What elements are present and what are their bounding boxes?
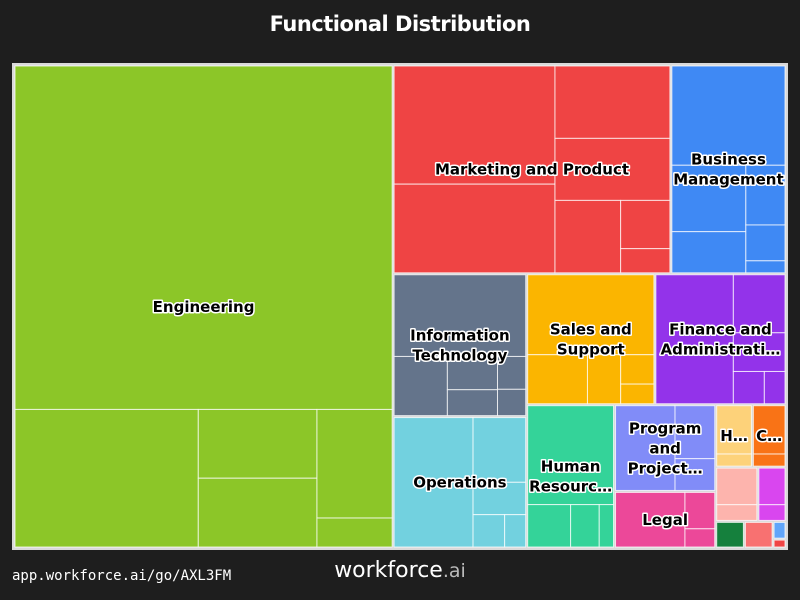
sub-block[interactable] xyxy=(674,458,716,491)
category-legal[interactable]: Legal xyxy=(615,491,716,548)
sub-block[interactable] xyxy=(527,405,615,506)
category-engineering[interactable]: Engineering xyxy=(14,65,393,548)
sub-block[interactable] xyxy=(684,491,716,530)
category-marketing-and-product[interactable]: Marketing and Product xyxy=(393,65,671,274)
sub-block[interactable] xyxy=(393,183,556,274)
sub-block[interactable] xyxy=(732,274,786,334)
category-label: Sales and Support xyxy=(550,320,632,358)
brand-name: workforce xyxy=(334,558,443,583)
sub-block[interactable] xyxy=(446,355,498,391)
sub-block[interactable] xyxy=(615,491,686,548)
category-label: Marketing and Product xyxy=(435,161,629,179)
sub-block[interactable] xyxy=(620,354,655,385)
category-label: Engineering xyxy=(153,298,255,316)
category-unlabeled-17[interactable] xyxy=(773,539,786,548)
sub-block[interactable] xyxy=(684,528,716,548)
sub-block[interactable] xyxy=(773,521,786,539)
treemap-chart: Engineering Marketing and Product Business… xyxy=(12,63,788,550)
category-label: C… xyxy=(756,427,782,445)
sub-block[interactable] xyxy=(446,389,498,417)
sub-block[interactable] xyxy=(620,383,655,405)
sub-block[interactable] xyxy=(554,65,671,139)
category-label: Legal xyxy=(642,511,688,529)
sub-block[interactable] xyxy=(316,517,393,548)
sub-block[interactable] xyxy=(763,370,786,405)
category-label: Business Management xyxy=(673,151,783,189)
sub-block[interactable] xyxy=(527,274,655,356)
category-label: Program and Project… xyxy=(628,419,703,477)
sub-block[interactable] xyxy=(316,408,393,519)
sub-block[interactable] xyxy=(744,521,773,548)
sub-block[interactable] xyxy=(197,408,318,479)
sub-block[interactable] xyxy=(472,514,506,548)
sub-block[interactable] xyxy=(554,199,622,274)
sub-block[interactable] xyxy=(393,417,474,548)
sub-block[interactable] xyxy=(716,467,758,506)
sub-block[interactable] xyxy=(527,354,588,405)
sub-block[interactable] xyxy=(758,467,786,506)
sub-block[interactable] xyxy=(745,260,786,274)
sub-block[interactable] xyxy=(716,504,758,521)
brand-logo: workforce.ai xyxy=(0,558,800,583)
sub-block[interactable] xyxy=(732,332,786,372)
category-unlabeled-12[interactable] xyxy=(716,467,758,521)
category-label: Information Technology xyxy=(410,326,510,364)
sub-block[interactable] xyxy=(620,248,671,274)
sub-block[interactable] xyxy=(570,504,600,548)
category-label: Operations xyxy=(413,474,506,492)
sub-block[interactable] xyxy=(496,388,527,417)
sub-block[interactable] xyxy=(14,408,199,548)
sub-block[interactable] xyxy=(732,370,765,405)
category-unlabeled-13[interactable] xyxy=(758,467,786,521)
category-consulting[interactable]: C… xyxy=(752,405,786,467)
sub-block[interactable] xyxy=(716,405,752,455)
sub-block[interactable] xyxy=(655,274,734,405)
category-unlabeled-14[interactable] xyxy=(716,521,744,548)
sub-block[interactable] xyxy=(393,355,448,417)
sub-block[interactable] xyxy=(620,199,671,250)
treemap-svg: Engineering Marketing and Product Business… xyxy=(14,65,786,548)
sub-block[interactable] xyxy=(197,477,318,548)
category-operations[interactable]: Operations xyxy=(393,417,527,548)
sub-block[interactable] xyxy=(752,405,786,455)
sub-block[interactable] xyxy=(671,231,747,274)
category-program-and-project-management[interactable]: Program and Project… xyxy=(615,405,716,491)
chart-title: Functional Distribution xyxy=(269,12,531,36)
category-label: H… xyxy=(720,427,748,445)
sub-block[interactable] xyxy=(752,453,786,467)
category-label: Finance and Administrati… xyxy=(661,320,781,358)
sub-block[interactable] xyxy=(496,355,527,390)
sub-block[interactable] xyxy=(14,65,393,410)
category-unlabeled-15[interactable] xyxy=(744,521,773,548)
category-business-management[interactable]: Business Management xyxy=(671,65,786,274)
category-information-technology[interactable]: Information Technology xyxy=(393,274,527,417)
sub-block[interactable] xyxy=(504,514,527,548)
sub-block[interactable] xyxy=(472,481,527,516)
sub-block[interactable] xyxy=(615,405,676,491)
brand-suffix: .ai xyxy=(442,560,466,582)
share-link[interactable]: app.workforce.ai/go/AXL3FM xyxy=(12,568,232,584)
category-sales-and-support[interactable]: Sales and Support xyxy=(527,274,655,405)
category-label: Human Resourc… xyxy=(529,458,612,496)
sub-block[interactable] xyxy=(554,137,671,201)
category-unlabeled-16[interactable] xyxy=(773,521,786,539)
sub-block[interactable] xyxy=(586,354,622,405)
sub-block[interactable] xyxy=(472,417,527,483)
sub-block[interactable] xyxy=(716,521,744,548)
sub-block[interactable] xyxy=(716,453,752,467)
sub-block[interactable] xyxy=(773,539,786,548)
sub-block[interactable] xyxy=(393,274,527,357)
category-finance-and-administration[interactable]: Finance and Administrati… xyxy=(655,274,786,405)
sub-block[interactable] xyxy=(745,224,786,262)
category-human-resources[interactable]: Human Resourc… xyxy=(527,405,615,548)
sub-block[interactable] xyxy=(758,504,786,521)
category-healthcare[interactable]: H… xyxy=(716,405,752,467)
sub-block[interactable] xyxy=(598,504,615,548)
sub-block[interactable] xyxy=(527,504,572,548)
